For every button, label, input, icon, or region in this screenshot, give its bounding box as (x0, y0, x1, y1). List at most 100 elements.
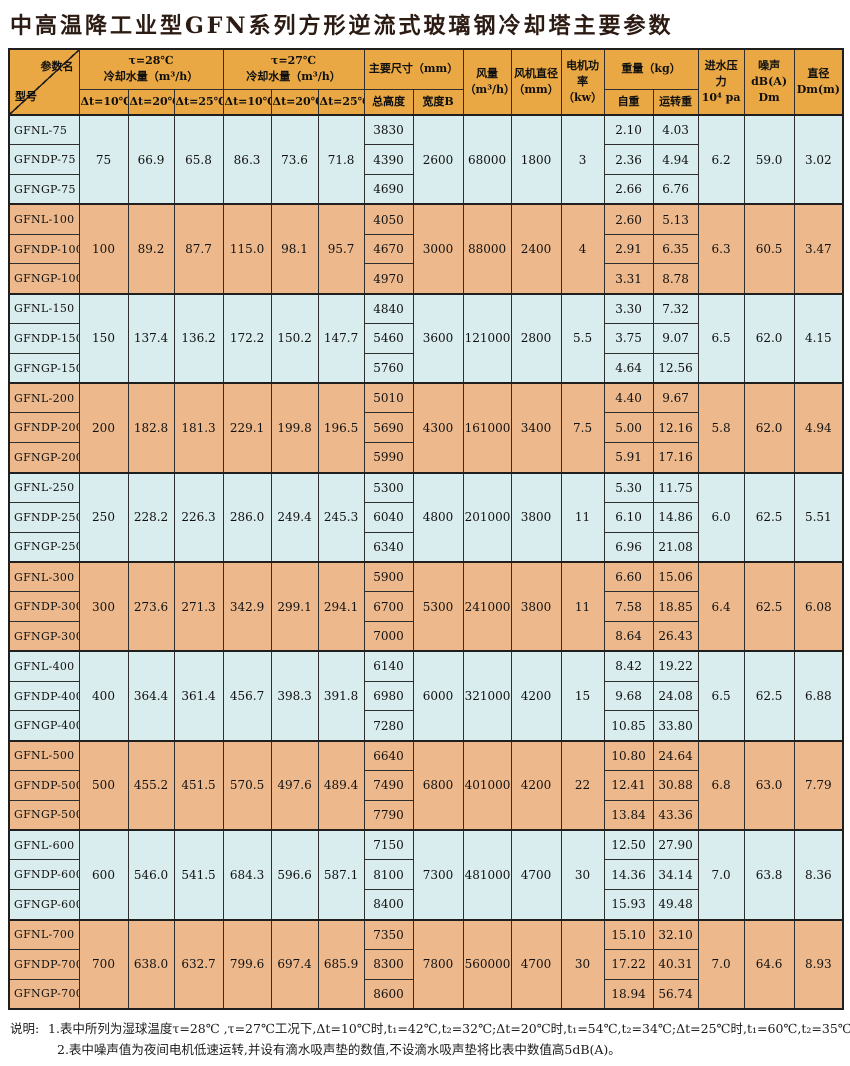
water28-dt20-cell: 638.0 (127, 918, 175, 1010)
self-weight-cell: 4.64 (603, 352, 654, 384)
water27-dt20-cell: 497.6 (270, 739, 319, 831)
table-row: GFNGP-300 7000 8.64 26.43 (8, 621, 843, 652)
model-cell: GFNL-600 (8, 829, 80, 861)
water27-dt20-cell: 73.6 (270, 113, 319, 205)
model-cell: GFNDP-250 (8, 501, 80, 533)
self-weight-cell: 13.84 (603, 799, 654, 831)
water27-dt10-cell: 286.0 (222, 471, 272, 563)
self-weight-cell: 14.36 (603, 859, 654, 891)
model-cell: GFNDP-100 (8, 233, 80, 265)
run-weight-cell: 27.90 (652, 829, 699, 861)
model-cell: GFNGP-600 (8, 889, 80, 921)
run-weight-cell: 12.56 (652, 352, 699, 384)
header-coolwater-27: τ=27℃ 冷却水量（m³/h） (222, 48, 365, 90)
model-cell: GFNGP-400 (8, 710, 80, 742)
self-weight-cell: 6.96 (603, 531, 654, 563)
run-weight-cell: 4.03 (652, 114, 699, 146)
run-weight-cell: 17.16 (652, 442, 699, 474)
motor-power-cell: 11 (560, 471, 605, 563)
header-main-dimensions: 主要尺寸（mm） (363, 48, 464, 90)
self-weight-cell: 7.58 (603, 591, 654, 623)
model-cell: GFNGP-100 (8, 263, 80, 295)
table-row: GFNGP-400 7280 10.85 33.80 (8, 710, 843, 742)
noise-cell: 64.6 (743, 918, 795, 1010)
water28-dt25-cell: 87.7 (173, 203, 224, 295)
total-height-cell: 6640 (363, 739, 414, 772)
total-height-cell: 6140 (363, 650, 414, 682)
water27-dt25-cell: 391.8 (317, 650, 365, 742)
run-weight-cell: 24.08 (652, 680, 699, 712)
self-weight-cell: 4.40 (603, 382, 654, 414)
table-row: GFNDP-150 5460 3.75 9.07 (8, 323, 843, 354)
water28-dt10-cell: 400 (78, 650, 129, 742)
water28-dt20-cell: 455.2 (127, 739, 175, 831)
model-cell: GFNGP-700 (8, 978, 80, 1010)
width-b-cell: 4300 (412, 382, 464, 474)
water27-dt10-cell: 115.0 (222, 203, 272, 295)
self-weight-cell: 8.42 (603, 650, 654, 682)
water28-dt25-cell: 271.3 (173, 560, 224, 652)
water27-dt25-cell: 245.3 (317, 471, 365, 563)
inlet-pressure-cell: 6.0 (697, 471, 745, 563)
airflow-cell: 241000 (462, 560, 512, 652)
run-weight-cell: 30.88 (652, 770, 699, 801)
model-cell: GFNL-150 (8, 292, 80, 325)
inlet-pressure-cell: 6.2 (697, 113, 745, 205)
table-row: GFNGP-700 8600 18.94 56.74 (8, 978, 843, 1010)
model-cell: GFNL-100 (8, 203, 80, 235)
water27-dt25-cell: 196.5 (317, 382, 365, 474)
self-weight-cell: 10.80 (603, 739, 654, 772)
header-28-dt20: Δt=20℃ (127, 88, 175, 116)
table-row: GFNGP-600 8400 15.93 49.48 (8, 889, 843, 921)
self-weight-cell: 6.10 (603, 501, 654, 533)
total-height-cell: 5300 (363, 471, 414, 503)
fan-diameter-cell: 4700 (510, 829, 562, 921)
water27-dt20-cell: 98.1 (270, 203, 319, 295)
model-cell: GFNDP-500 (8, 770, 80, 801)
table-row: GFNL-200 200 182.8 181.3 229.1 199.8 196.5 5010… (8, 382, 844, 474)
model-cell: GFNL-700 (8, 918, 80, 950)
run-weight-cell: 40.31 (652, 948, 699, 980)
model-cell: GFNDP-400 (8, 680, 80, 712)
airflow-cell: 201000 (462, 471, 512, 563)
airflow-cell: 121000 (462, 292, 512, 384)
run-weight-cell: 9.67 (652, 382, 699, 414)
water28-dt25-cell: 541.5 (173, 829, 224, 921)
total-height-cell: 5460 (363, 323, 414, 354)
self-weight-cell: 6.60 (603, 560, 654, 593)
self-weight-cell: 3.75 (603, 323, 654, 354)
self-weight-cell: 5.30 (603, 471, 654, 503)
self-weight-cell: 9.68 (603, 680, 654, 712)
header-airflow: 风量 （m³/h） (462, 48, 512, 116)
model-cell: GFNDP-600 (8, 859, 80, 891)
notes: 说明: 1.表中所列为湿球温度τ=28℃ ,τ=27℃工况下,Δt=10℃时,t… (10, 1018, 850, 1061)
water28-dt20-cell: 182.8 (127, 382, 175, 474)
header-motor-power: 电机功率 （kw） (560, 48, 605, 116)
model-cell: GFNDP-150 (8, 323, 80, 354)
model-cell: GFNGP-300 (8, 621, 80, 652)
airflow-cell: 88000 (462, 203, 512, 295)
self-weight-cell: 18.94 (603, 978, 654, 1010)
water28-dt25-cell: 181.3 (173, 382, 224, 474)
total-height-cell: 5690 (363, 412, 414, 444)
run-weight-cell: 11.75 (652, 471, 699, 503)
inlet-pressure-cell: 6.3 (697, 203, 745, 295)
run-weight-cell: 4.94 (652, 144, 699, 176)
table-row: GFNGP-75 4690 2.66 6.76 (8, 174, 843, 205)
diameter-cell: 3.47 (793, 203, 844, 295)
diameter-cell: 4.15 (793, 292, 844, 384)
model-cell: GFNL-75 (8, 114, 80, 146)
water27-dt25-cell: 489.4 (317, 739, 365, 831)
water28-dt25-cell: 65.8 (173, 113, 224, 205)
water27-dt10-cell: 799.6 (222, 918, 272, 1010)
fan-diameter-cell: 2800 (510, 292, 562, 384)
motor-power-cell: 15 (560, 650, 605, 742)
corner-label-parameter: 参数名 (40, 60, 74, 73)
noise-cell: 62.0 (743, 382, 795, 474)
water27-dt10-cell: 86.3 (222, 113, 272, 205)
table-row: GFNL-600 600 546.0 541.5 684.3 596.6 587.1 7150… (8, 829, 844, 921)
run-weight-cell: 6.35 (652, 233, 699, 265)
noise-cell: 62.0 (743, 292, 795, 384)
self-weight-cell: 8.64 (603, 621, 654, 652)
header-width-b: 宽度B (412, 88, 464, 116)
